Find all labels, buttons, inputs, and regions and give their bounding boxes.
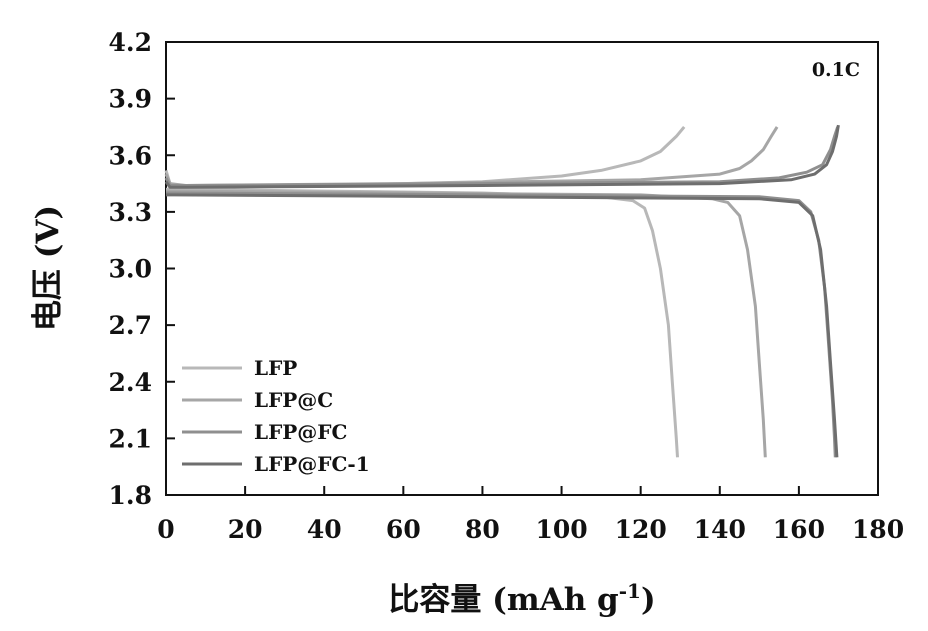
legend-label: LFP@FC-1 (254, 452, 370, 476)
x-axis-label: 比容量 (mAh g-1) (388, 579, 655, 618)
x-tick-label: 0 (157, 515, 174, 544)
x-tick-label: 40 (307, 515, 342, 544)
y-tick-label: 2.1 (109, 424, 153, 453)
annotation-rate: 0.1C (812, 59, 860, 81)
y-tick-label: 3.0 (109, 255, 153, 284)
x-tick-label: 180 (852, 515, 904, 544)
x-tick-label: 120 (615, 515, 667, 544)
y-tick-label: 4.2 (109, 28, 153, 57)
series-3-discharge-line (166, 193, 835, 457)
x-tick-label: 60 (386, 515, 421, 544)
ticks-layer: 0 20 40 60 80 100 120 140 160 180 1.8 2.1 2.4 2.7 3.0 3… (109, 28, 905, 544)
legend: LFP LFP@C LFP@FC LFP@FC-1 (182, 356, 370, 476)
x-tick-label: 100 (535, 515, 587, 544)
legend-label: LFP (254, 356, 297, 380)
legend-label: LFP@C (254, 388, 333, 412)
series-4-charge-line (166, 125, 838, 187)
series-3-charge-line (166, 127, 838, 186)
y-tick-label: 3.3 (109, 198, 153, 227)
y-tick-label: 2.4 (109, 368, 153, 397)
x-axis-label-main: 比容量 (mAh g (388, 582, 618, 618)
series-2-charge-line (166, 127, 777, 186)
x-axis-label-superscript: -1 (619, 579, 641, 603)
series-1-discharge-line (166, 189, 678, 457)
series-1-charge-line (166, 127, 684, 187)
x-tick-label: 20 (228, 515, 263, 544)
y-tick-label: 3.6 (109, 141, 153, 170)
x-tick-label: 140 (694, 515, 746, 544)
x-tick-label: 80 (465, 515, 500, 544)
series-1 (166, 127, 684, 457)
y-axis-label: 电压 (V) (30, 205, 66, 331)
x-tick-label: 160 (773, 515, 825, 544)
x-axis-label-close: ) (641, 582, 656, 618)
y-tick-label: 3.9 (109, 85, 153, 114)
series-4-discharge-line (166, 195, 837, 457)
legend-label: LFP@FC (254, 420, 347, 444)
y-tick-label: 2.7 (109, 311, 153, 340)
y-tick-label: 1.8 (109, 481, 153, 510)
